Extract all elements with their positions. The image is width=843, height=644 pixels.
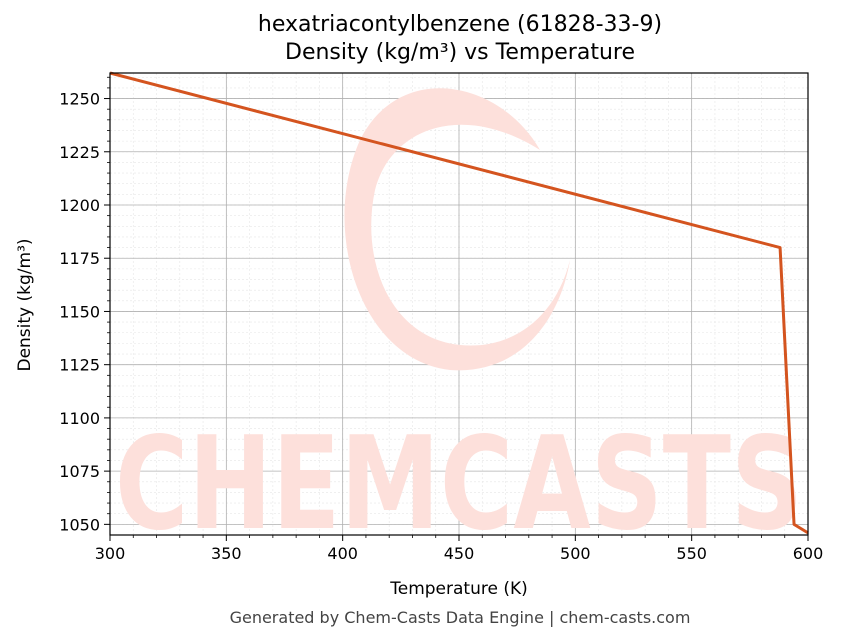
density-series-line <box>109 71 809 535</box>
y-axis-label: Density (kg/m³) <box>15 238 35 371</box>
y-tick-label: 1050 <box>59 515 100 534</box>
x-tick-label: 450 <box>444 544 475 563</box>
x-axis-label: Temperature (K) <box>389 579 528 599</box>
y-tick-label: 1100 <box>59 409 100 428</box>
footer-credit: Generated by Chem-Casts Data Engine | ch… <box>229 608 691 627</box>
chemcasts-watermark: CHEMCASTS <box>115 88 803 559</box>
y-tick-label: 1175 <box>59 249 100 268</box>
y-axis: 1050 1075 1100 1125 1150 1175 1200 1225 1250 <box>59 76 110 534</box>
series-layer <box>109 71 809 535</box>
y-tick-label: 1200 <box>59 196 100 215</box>
x-tick-label: 550 <box>676 544 707 563</box>
chart-title: hexatriacontylbenzene (61828-33-9) <box>257 12 663 37</box>
chart-subtitle: Density (kg/m³) vs Temperature <box>285 40 635 65</box>
x-tick-label: 500 <box>560 544 591 563</box>
x-tick-label: 300 <box>95 544 126 563</box>
y-tick-label: 1150 <box>59 302 100 321</box>
y-tick-label: 1125 <box>59 356 100 375</box>
x-tick-label: 600 <box>793 544 824 563</box>
watermark-text: CHEMCASTS <box>115 410 803 559</box>
x-axis: 300 350 400 450 500 550 600 <box>95 535 824 563</box>
y-tick-label: 1225 <box>59 143 100 162</box>
y-tick-label: 1075 <box>59 462 100 481</box>
x-tick-label: 400 <box>327 544 358 563</box>
x-tick-label: 350 <box>211 544 242 563</box>
y-tick-label: 1250 <box>59 90 100 109</box>
watermark-logo-swirl <box>344 88 570 371</box>
